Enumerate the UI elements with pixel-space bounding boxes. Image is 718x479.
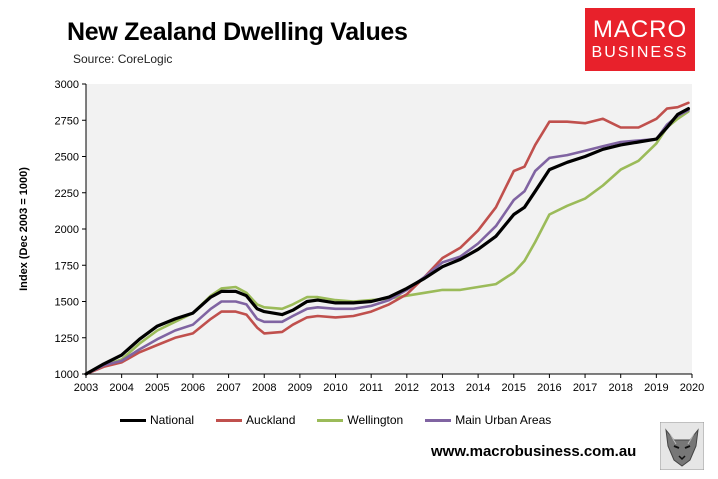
legend-swatch (317, 418, 344, 422)
x-tick-label: 2017 (573, 382, 597, 394)
page-title: New Zealand Dwelling Values (67, 18, 408, 46)
y-tick-label: 2500 (55, 152, 79, 164)
series-line-main-urban-areas (84, 108, 690, 376)
legend-item: Wellington (317, 413, 403, 427)
legend-label: Wellington (347, 413, 404, 427)
x-tick-label: 2003 (74, 382, 98, 394)
x-tick-label: 2012 (395, 382, 419, 394)
x-tick-label: 2007 (216, 382, 240, 394)
website-url: www.macrobusiness.com.au (431, 443, 637, 460)
y-tick-label: 3000 (55, 79, 79, 91)
series-line-auckland (84, 101, 690, 376)
x-tick-label: 2010 (323, 382, 347, 394)
x-tick-label: 2006 (181, 382, 205, 394)
y-tick-label: 2000 (55, 224, 79, 236)
series-line-national (84, 107, 690, 376)
y-tick-label: 1000 (55, 369, 79, 381)
legend-swatch (425, 418, 452, 422)
x-tick-label: 2019 (644, 382, 668, 394)
legend-label: Main Urban Areas (455, 413, 552, 427)
legend-item: Main Urban Areas (425, 413, 551, 427)
wolf-icon (660, 422, 704, 470)
y-tick-label: 1500 (55, 297, 79, 309)
y-tick-label: 2750 (55, 115, 79, 127)
y-tick-label: 1750 (55, 260, 79, 272)
x-tick-label: 2018 (608, 382, 632, 394)
macrobusiness-logo: MACRO BUSINESS (585, 8, 695, 71)
legend-label: National (150, 413, 195, 427)
legend-item: National (120, 413, 194, 427)
x-tick-label: 2016 (537, 382, 561, 394)
legend-swatch (120, 418, 146, 422)
logo-line-1: MACRO (592, 16, 688, 43)
chart-legend: National Auckland Wellington Main Urban Are… (120, 413, 573, 427)
chart-source: Source: CoreLogic (73, 52, 173, 66)
x-tick-label: 2004 (109, 382, 133, 394)
x-tick-label: 2005 (145, 382, 169, 394)
legend-swatch (216, 418, 243, 422)
x-tick-label: 2011 (359, 382, 383, 394)
y-tick-label: 2250 (55, 188, 79, 200)
x-tick-label: 2020 (680, 382, 704, 394)
legend-label: Auckland (246, 413, 296, 427)
x-tick-label: 2015 (502, 382, 526, 394)
y-axis-label: Index (Dec 2003 = 1000) (18, 167, 30, 291)
logo-line-2: BUSINESS (591, 44, 689, 61)
x-tick-label: 2013 (430, 382, 454, 394)
y-tick-label: 1250 (55, 333, 79, 345)
x-tick-label: 2009 (288, 382, 312, 394)
legend-item: Auckland (216, 413, 295, 427)
x-tick-label: 2008 (252, 382, 276, 394)
x-tick-label: 2014 (466, 382, 490, 394)
